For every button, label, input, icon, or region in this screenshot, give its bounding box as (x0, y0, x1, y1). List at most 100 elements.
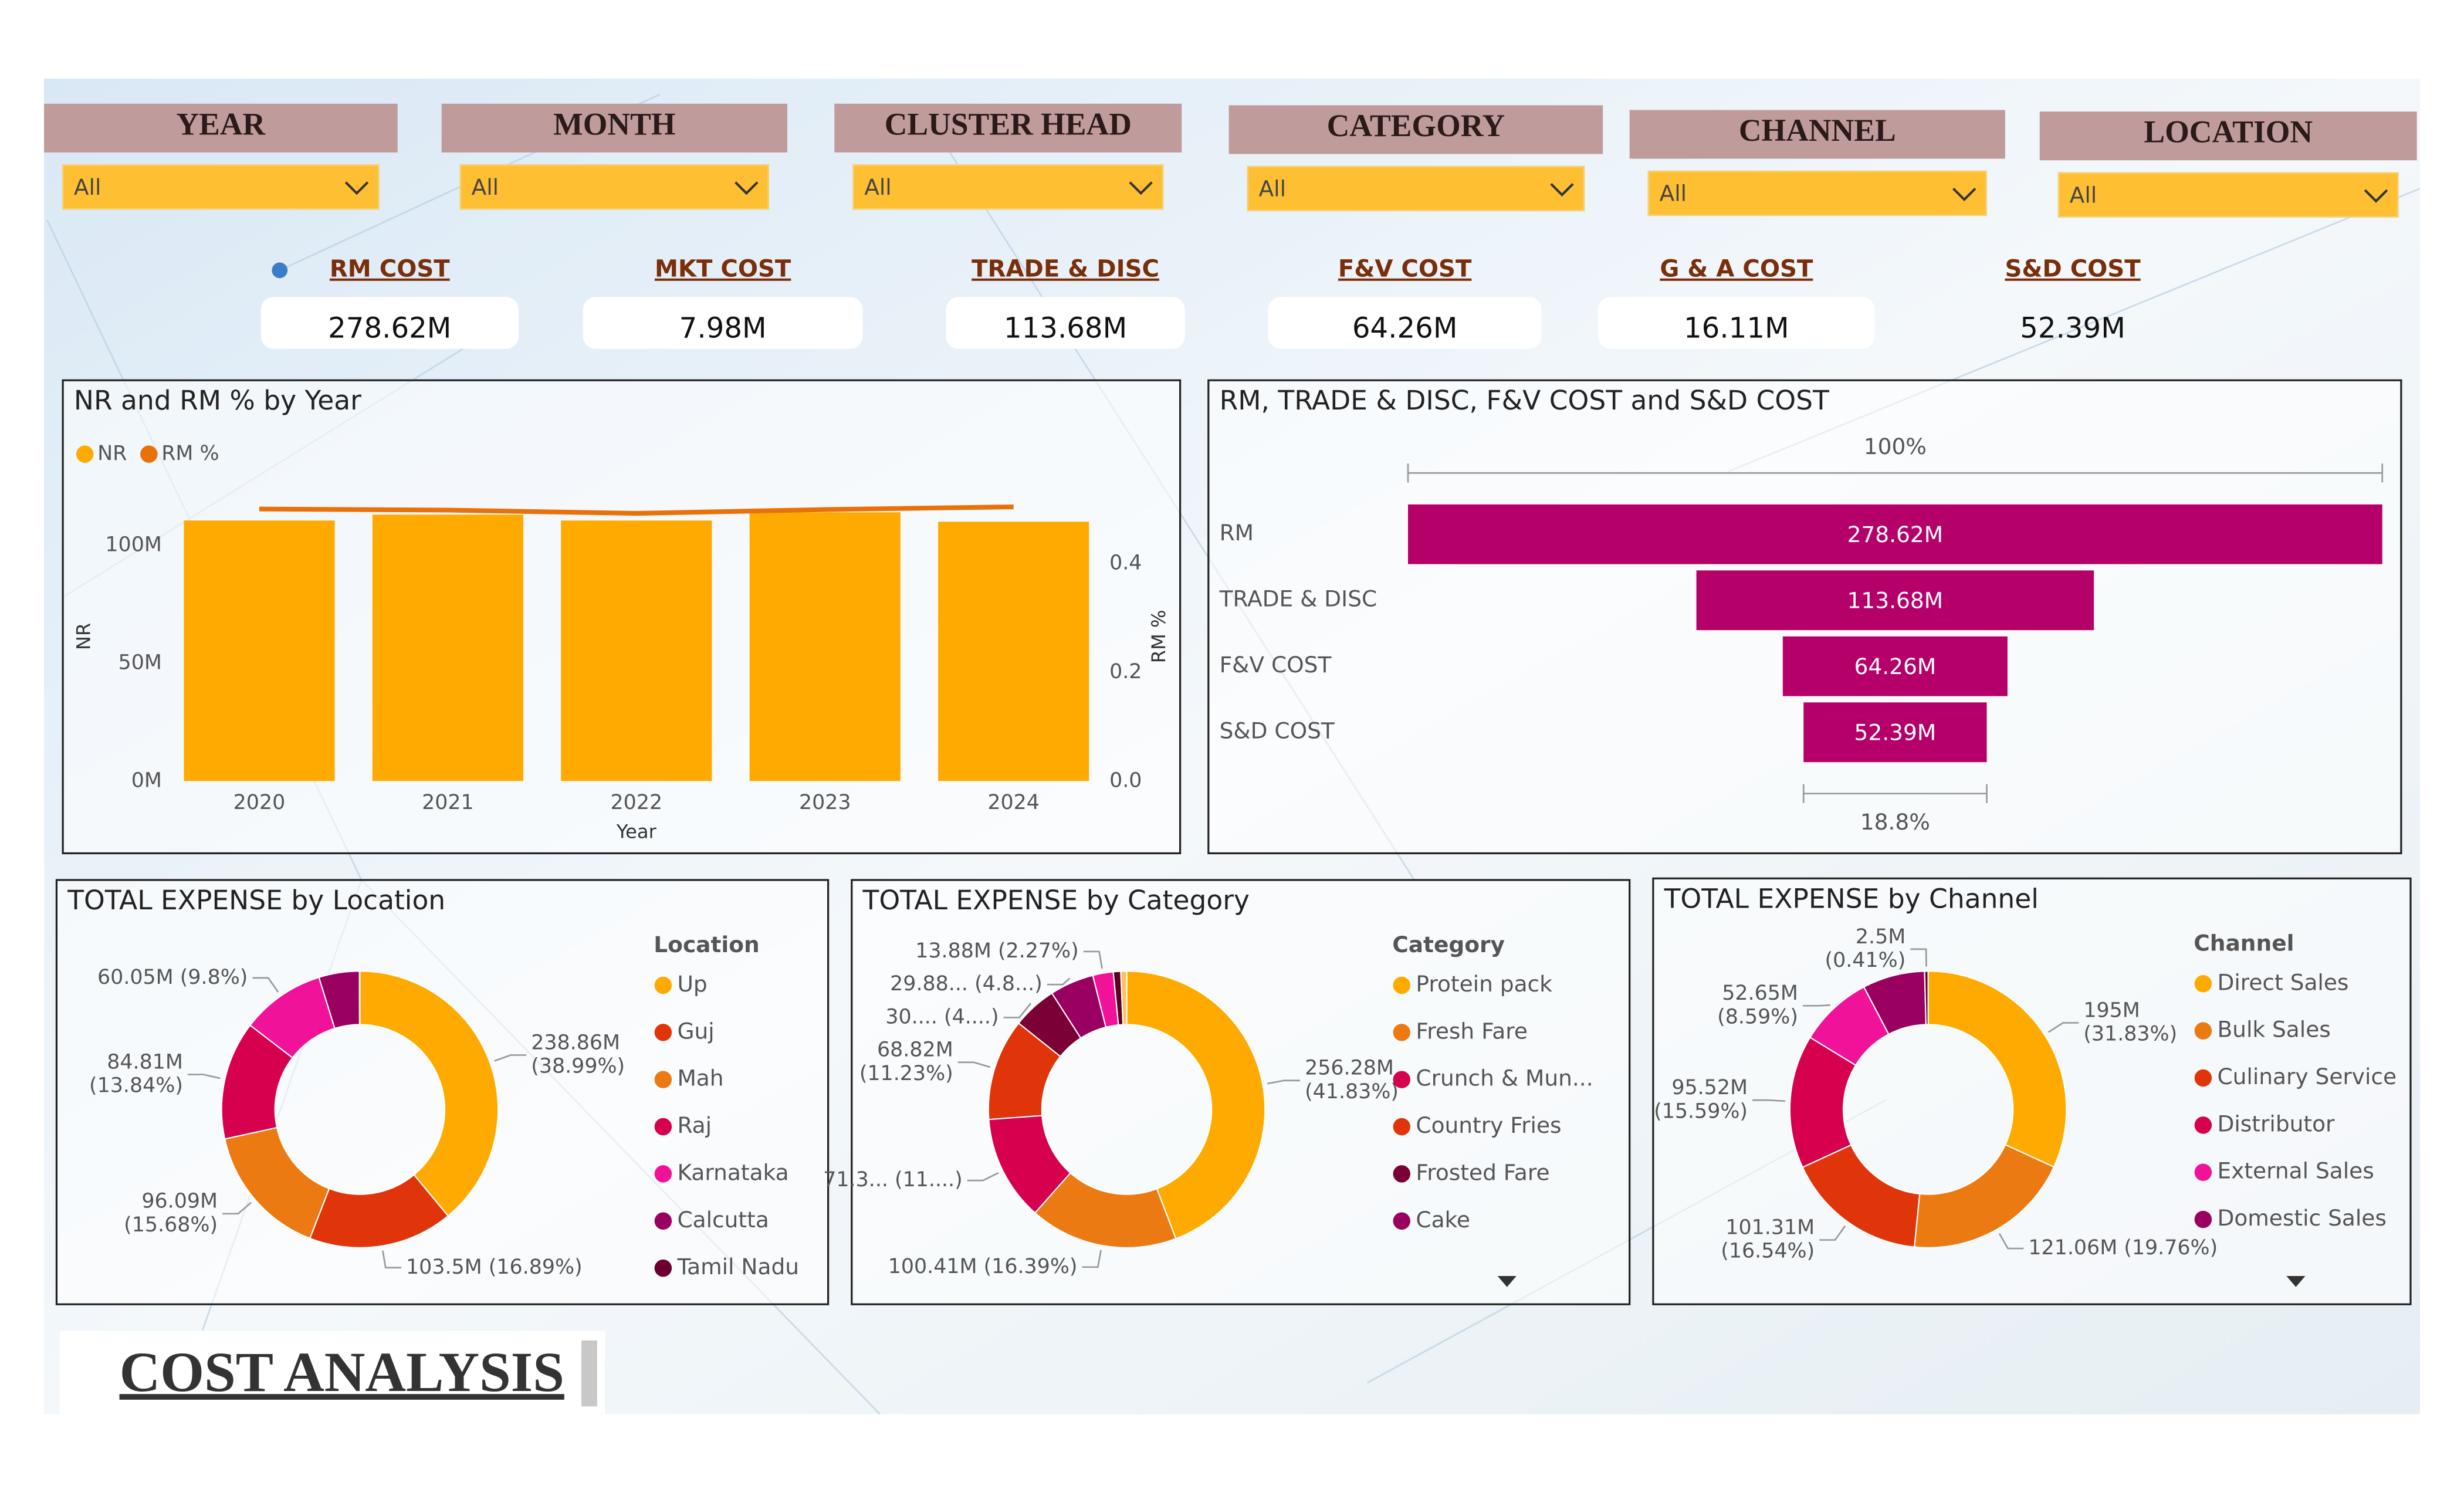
legend-label: Bulk Sales (2217, 1017, 2330, 1043)
slicer-value: All (864, 174, 892, 200)
legend-swatch (2194, 975, 2212, 993)
chart-title: RM, TRADE & DISC, F&V COST and S&D COST (1220, 385, 1829, 416)
legend-swatch (654, 1165, 672, 1183)
card-label: TRADE & DISC (972, 256, 1159, 283)
legend-label: Protein pack (1416, 971, 1552, 997)
leader-line (957, 1061, 991, 1068)
legend-label: Culinary Service (2217, 1064, 2397, 1089)
card-box (583, 297, 863, 349)
dropdown-chevron (1550, 182, 1574, 197)
dropdown-chevron (735, 181, 759, 195)
legend-label: Guj (677, 1018, 714, 1044)
leader-line (1082, 1250, 1102, 1268)
scroll-arrow[interactable] (2286, 1276, 2306, 1287)
legend-label: Frosted Fare (1416, 1159, 1549, 1185)
card-value: 278.62M (328, 312, 451, 345)
data-label: 195M (2083, 999, 2140, 1022)
card-label: S&D COST (2005, 256, 2141, 283)
data-label: (41.83%) (1305, 1080, 1399, 1104)
title-box (59, 1331, 605, 1414)
data-label: 256.28M (1305, 1057, 1394, 1080)
legend-swatch (2194, 1022, 2212, 1040)
slicer-value: All (1660, 181, 1687, 207)
y-axis-title: NR (73, 623, 95, 650)
legend-swatch (2194, 1163, 2212, 1181)
slicer-header (834, 103, 1182, 153)
slicer-label: YEAR (176, 106, 266, 141)
legend-label: Tamil Nadu (676, 1254, 799, 1280)
leader-line (1752, 1099, 1786, 1102)
slicer-dropdown[interactable] (1647, 170, 1988, 216)
donut-slice (1126, 970, 1266, 1240)
data-label: 101.31M (1725, 1216, 1815, 1239)
data-label: (31.83%) (2083, 1023, 2177, 1046)
slicer-label: MONTH (553, 106, 675, 141)
funnel-value-label: 52.39M (1854, 719, 1936, 745)
leader-line (1047, 977, 1071, 986)
x-tick-label: 2023 (799, 791, 851, 814)
scroll-arrow[interactable] (1497, 1276, 1517, 1287)
data-label: 2.5M (1856, 925, 1905, 949)
chart-title: TOTAL EXPENSE by Category (862, 885, 1250, 916)
leader-line (1083, 950, 1103, 969)
x-tick-label: 2024 (987, 791, 1040, 814)
data-label: (8.59%) (1717, 1005, 1798, 1028)
data-label: 30.... (4....) (885, 1005, 999, 1028)
donut-slice (359, 970, 499, 1217)
data-label: 95.52M (1671, 1076, 1748, 1099)
data-label: (13.84%) (89, 1074, 183, 1098)
dropdown-chevron (1129, 181, 1153, 195)
x-axis-title: Year (616, 821, 657, 843)
slicer-dropdown[interactable] (1247, 165, 1585, 212)
dropdown-chevron (344, 181, 369, 195)
bar (372, 515, 523, 781)
card-value: 64.26M (1352, 312, 1458, 345)
donut-slice (1120, 970, 1128, 1025)
funnel-bar (1696, 570, 2094, 631)
leader-line (1802, 1004, 1830, 1007)
slicer-dropdown[interactable] (852, 164, 1164, 210)
data-label: 71.3... (11....) (823, 1168, 963, 1192)
donut-slice (1927, 970, 2067, 1168)
legend-swatch (2194, 1116, 2212, 1134)
legend-title: Channel (2194, 930, 2294, 956)
data-label: 68.82M (877, 1038, 953, 1062)
top-bracket (1407, 463, 2384, 483)
slicer-dropdown[interactable] (459, 164, 770, 210)
data-label: 103.5M (16.89%) (406, 1255, 583, 1279)
leader-line (967, 1172, 999, 1182)
data-label: (11.23%) (859, 1062, 953, 1085)
funnel-category: TRADE & DISC (1219, 586, 1377, 612)
data-label: 84.81M (107, 1051, 183, 1074)
data-label: 238.86M (531, 1031, 620, 1054)
legend-swatch (1393, 976, 1411, 994)
legend-label: Karnataka (677, 1159, 788, 1185)
leader-line (1998, 1233, 2024, 1250)
legend-swatch (654, 1118, 672, 1136)
legend-swatch (140, 445, 158, 463)
dropdown-chevron (1952, 188, 1976, 202)
leader-line (1819, 1225, 1846, 1241)
legend-swatch (2194, 1069, 2212, 1087)
donut-slice (1034, 1172, 1177, 1248)
legend-swatch (1393, 1212, 1411, 1230)
legend-label: Crunch & Mun... (1416, 1065, 1593, 1091)
chart-title: TOTAL EXPENSE by Location (67, 885, 445, 916)
leader-line (1910, 948, 1927, 967)
donut-slice (1924, 970, 1929, 1025)
leader-line (494, 1054, 527, 1062)
leader-line (1267, 1079, 1301, 1085)
dropdown-chevron (2364, 189, 2388, 203)
slicer-dropdown[interactable] (2057, 172, 2399, 218)
funnel-category: S&D COST (1220, 718, 1335, 744)
x-tick-label: 2020 (233, 791, 286, 814)
card-label: RM COST (330, 256, 450, 283)
legend-title: Location (654, 932, 759, 957)
title-accent (581, 1340, 597, 1407)
slicer-label: CHANNEL (1739, 113, 1896, 148)
slicer-dropdown[interactable] (62, 164, 380, 210)
bar (938, 522, 1089, 781)
bottom-label: 18.8% (1860, 809, 1930, 835)
y-tick-label: 50M (119, 651, 162, 674)
